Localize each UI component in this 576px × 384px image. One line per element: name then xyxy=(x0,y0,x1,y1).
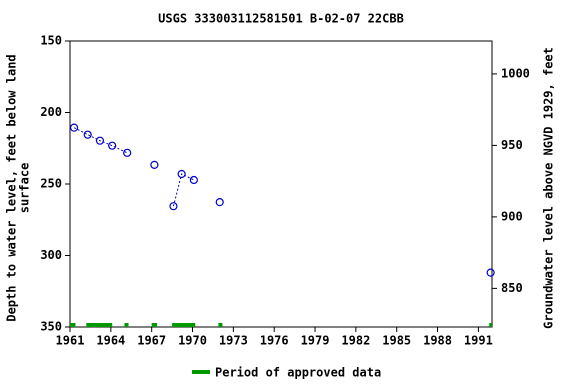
y-axis-label: surface xyxy=(18,163,32,214)
y-axis-label: Depth to water level, feet below land xyxy=(5,54,19,321)
x-tick-label: 1961 xyxy=(56,334,85,348)
data-point xyxy=(189,175,198,185)
y-tick-label: 350 xyxy=(40,320,62,334)
y-tick-label: 250 xyxy=(40,177,62,191)
approved-period xyxy=(70,323,76,327)
x-tick-label: 1970 xyxy=(178,334,207,348)
plot-frame xyxy=(69,40,493,328)
approved-period xyxy=(172,323,196,327)
y2-tick-label: 1000 xyxy=(501,66,530,80)
data-point xyxy=(95,136,105,145)
approved-period xyxy=(218,323,223,327)
approved-period xyxy=(489,323,492,327)
legend-label: Period of approved data xyxy=(215,366,381,380)
x-tick-label: 1967 xyxy=(137,334,166,348)
data-point xyxy=(215,198,224,207)
y-tick-label: 300 xyxy=(40,248,62,262)
data-point xyxy=(169,202,178,211)
y-tick-label: 150 xyxy=(40,34,62,48)
series-line xyxy=(74,128,491,273)
data-point xyxy=(177,169,186,179)
data-point xyxy=(486,268,495,277)
y-tick-label: 200 xyxy=(40,105,62,119)
x-tick-label: 1982 xyxy=(341,334,370,348)
chart-title: USGS 333003112581501 B-02-07 22CBB xyxy=(158,12,404,26)
data-point xyxy=(108,141,117,150)
data-point xyxy=(83,130,92,139)
data-point xyxy=(150,160,159,169)
approved-period xyxy=(86,323,113,327)
data-point xyxy=(123,148,132,157)
approved-period xyxy=(151,323,158,327)
y2-tick-label: 850 xyxy=(501,281,523,295)
data-point xyxy=(69,123,79,132)
x-tick-label: 1973 xyxy=(219,334,248,348)
y2-axis-label: Groundwater level above NGVD 1929, feet xyxy=(542,47,556,329)
x-tick-label: 1985 xyxy=(382,334,411,348)
x-tick-label: 1991 xyxy=(464,334,493,348)
x-tick-label: 1976 xyxy=(260,334,289,348)
y2-tick-label: 950 xyxy=(501,138,523,152)
x-tick-label: 1979 xyxy=(301,334,330,348)
approved-period xyxy=(124,323,129,327)
x-tick-label: 1964 xyxy=(96,334,125,348)
y2-tick-label: 900 xyxy=(501,209,523,223)
x-tick-label: 1988 xyxy=(423,334,452,348)
